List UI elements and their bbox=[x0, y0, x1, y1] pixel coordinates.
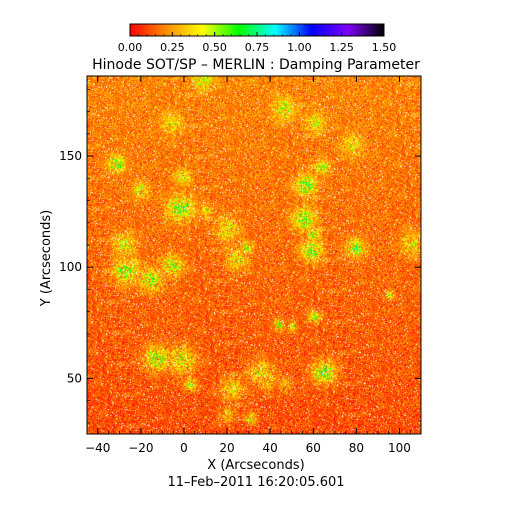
heatmap-image bbox=[87, 76, 421, 434]
x-tick-label: −20 bbox=[128, 441, 153, 455]
colorbar-tick-label: 0.00 bbox=[118, 41, 143, 54]
heatmap-raster bbox=[87, 76, 421, 434]
plot-frame bbox=[86, 75, 422, 435]
colorbar-tick-label: 1.50 bbox=[372, 41, 397, 54]
x-tick-label: 100 bbox=[388, 441, 411, 455]
y-tick-label: 50 bbox=[67, 371, 82, 385]
x-tick-label: 80 bbox=[349, 441, 364, 455]
y-tick-label: 150 bbox=[59, 149, 82, 163]
y-axis-label: Y (Arcseconds) bbox=[39, 210, 54, 307]
colorbar-tick-label: 0.25 bbox=[160, 41, 185, 54]
colorbar-tick-label: 1.25 bbox=[329, 41, 354, 54]
chart-title: Hinode SOT/SP – MERLIN : Damping Paramet… bbox=[92, 57, 420, 73]
colorbar-ticks: 0.00 0.25 0.50 0.75 1.00 1.25 1.50 bbox=[118, 32, 397, 54]
x-tick-label: −40 bbox=[85, 441, 110, 455]
y-tick-label: 100 bbox=[59, 260, 82, 274]
colorbar-tick-label: 0.75 bbox=[245, 41, 270, 54]
x-tick-label: 20 bbox=[219, 441, 234, 455]
colorbar-tick-label: 1.00 bbox=[287, 41, 312, 54]
x-axis-label: X (Arcseconds) bbox=[207, 458, 304, 473]
x-tick-label: 0 bbox=[180, 441, 188, 455]
x-tick-label: 40 bbox=[263, 441, 278, 455]
timestamp-label: 11–Feb–2011 16:20:05.601 bbox=[167, 475, 344, 490]
axes: −40 −20 0 20 40 60 80 100 50 100 150 bbox=[59, 76, 421, 455]
x-tick-label: 60 bbox=[306, 441, 321, 455]
colorbar-tick-label: 0.50 bbox=[202, 41, 227, 54]
